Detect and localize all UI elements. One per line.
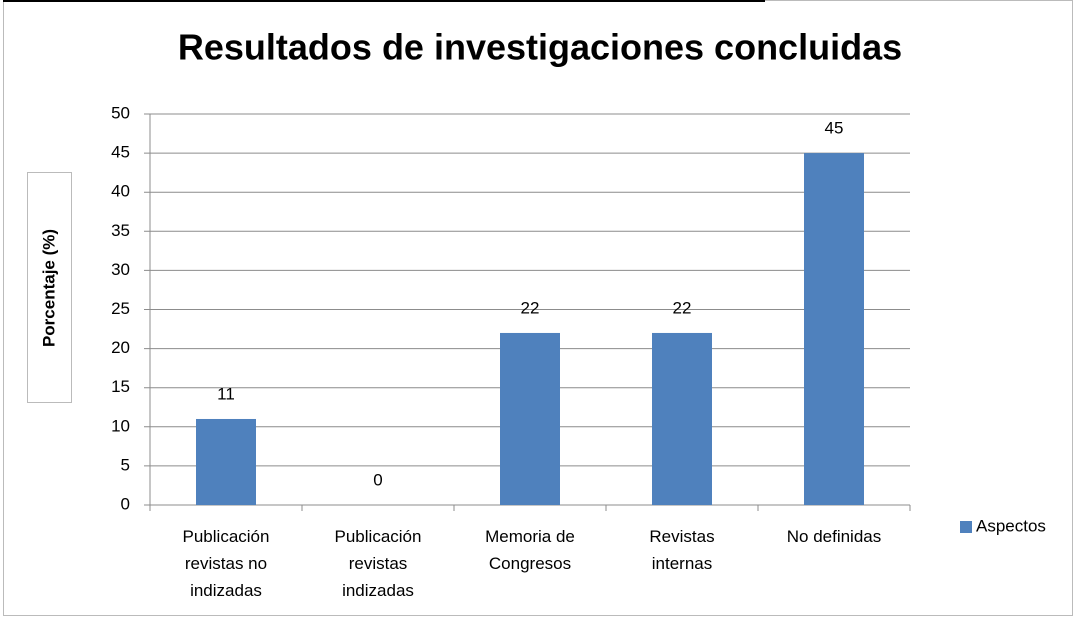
legend-swatch bbox=[960, 521, 972, 533]
y-tick-label: 10 bbox=[111, 416, 130, 435]
x-tick-label: Revistas internas bbox=[649, 527, 714, 573]
x-tick-label: Publicación revistas indizadas bbox=[335, 527, 422, 600]
y-label-box bbox=[27, 172, 72, 403]
y-tick-label: 30 bbox=[111, 260, 130, 279]
value-label: 45 bbox=[825, 119, 844, 138]
y-tick-label: 0 bbox=[121, 494, 130, 513]
y-tick-label: 20 bbox=[111, 338, 130, 357]
value-label: 22 bbox=[521, 298, 540, 317]
bar bbox=[652, 332, 712, 505]
x-tick-label: No definidas bbox=[787, 527, 882, 546]
y-tick-label: 15 bbox=[111, 377, 130, 396]
bar bbox=[196, 418, 256, 505]
value-label: 0 bbox=[373, 470, 382, 489]
y-tick-label: 50 bbox=[111, 103, 130, 122]
y-tick-label: 40 bbox=[111, 182, 130, 201]
bar bbox=[500, 332, 560, 505]
chart-title: Resultados de investigaciones concluidas bbox=[178, 27, 902, 68]
legend-label: Aspectos bbox=[976, 516, 1046, 535]
value-label: 11 bbox=[217, 384, 235, 403]
chart-frame bbox=[3, 0, 1073, 616]
value-label: 22 bbox=[673, 298, 692, 317]
y-tick-label: 5 bbox=[121, 455, 130, 474]
x-tick-label: Publicación revistas no indizadas bbox=[183, 527, 270, 600]
y-tick-label: 25 bbox=[111, 299, 130, 318]
y-tick-label: 35 bbox=[111, 221, 130, 240]
y-axis-label: Porcentaje (%) bbox=[39, 229, 58, 347]
x-tick-label: Memoria de Congresos bbox=[485, 527, 575, 573]
y-tick-label: 45 bbox=[111, 143, 130, 162]
bar bbox=[804, 153, 864, 505]
